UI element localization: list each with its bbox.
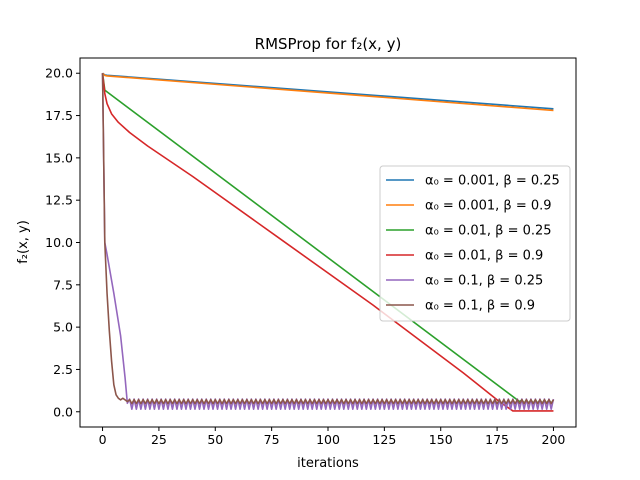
y-tick-label: 2.5	[53, 362, 73, 377]
y-tick-label: 0.0	[53, 404, 73, 419]
legend-box	[379, 165, 571, 322]
x-tick-label: 25	[151, 432, 167, 447]
y-tick-label: 10.0	[45, 235, 73, 250]
chart-title: RMSProp for f₂(x, y)	[255, 35, 402, 53]
x-tick-label: 150	[429, 432, 453, 447]
x-axis: 0 25 50 75 100 125 150 175 200	[99, 427, 566, 447]
legend: α₀ = 0.001, β = 0.25 α₀ = 0.001, β = 0.9 α…	[379, 165, 571, 322]
legend-label: α₀ = 0.01, β = 0.25	[425, 224, 552, 239]
x-tick-label: 125	[372, 432, 396, 447]
legend-label: α₀ = 0.001, β = 0.25	[425, 174, 560, 189]
legend-label: α₀ = 0.1, β = 0.25	[425, 274, 543, 289]
legend-label: α₀ = 0.01, β = 0.9	[425, 249, 543, 264]
plot-area	[101, 72, 555, 412]
y-tick-label: 17.5	[45, 108, 73, 123]
y-tick-label: 5.0	[53, 320, 73, 335]
series-line-6	[101, 73, 555, 405]
y-tick-label: 20.0	[45, 66, 73, 81]
series-line-4	[101, 73, 554, 412]
series-line-5	[101, 73, 555, 411]
x-tick-label: 175	[485, 432, 509, 447]
x-tick-label: 100	[316, 432, 340, 447]
legend-label: α₀ = 0.001, β = 0.9	[425, 199, 552, 214]
x-tick-label: 200	[542, 432, 566, 447]
x-tick-label: 0	[99, 432, 107, 447]
series-line-2	[101, 72, 554, 112]
x-tick-label: 75	[264, 432, 280, 447]
y-tick-label: 7.5	[53, 277, 73, 292]
y-tick-label: 15.0	[45, 150, 73, 165]
x-axis-label: iterations	[297, 456, 359, 471]
y-axis-label: f₂(x, y)	[16, 220, 31, 264]
x-tick-label: 50	[207, 432, 223, 447]
y-axis: 0.0 2.5 5.0 7.5 10.0 12.5 15.0 17.5 20.0	[45, 66, 80, 419]
legend-label: α₀ = 0.1, β = 0.9	[425, 299, 535, 314]
y-tick-label: 12.5	[45, 193, 73, 208]
